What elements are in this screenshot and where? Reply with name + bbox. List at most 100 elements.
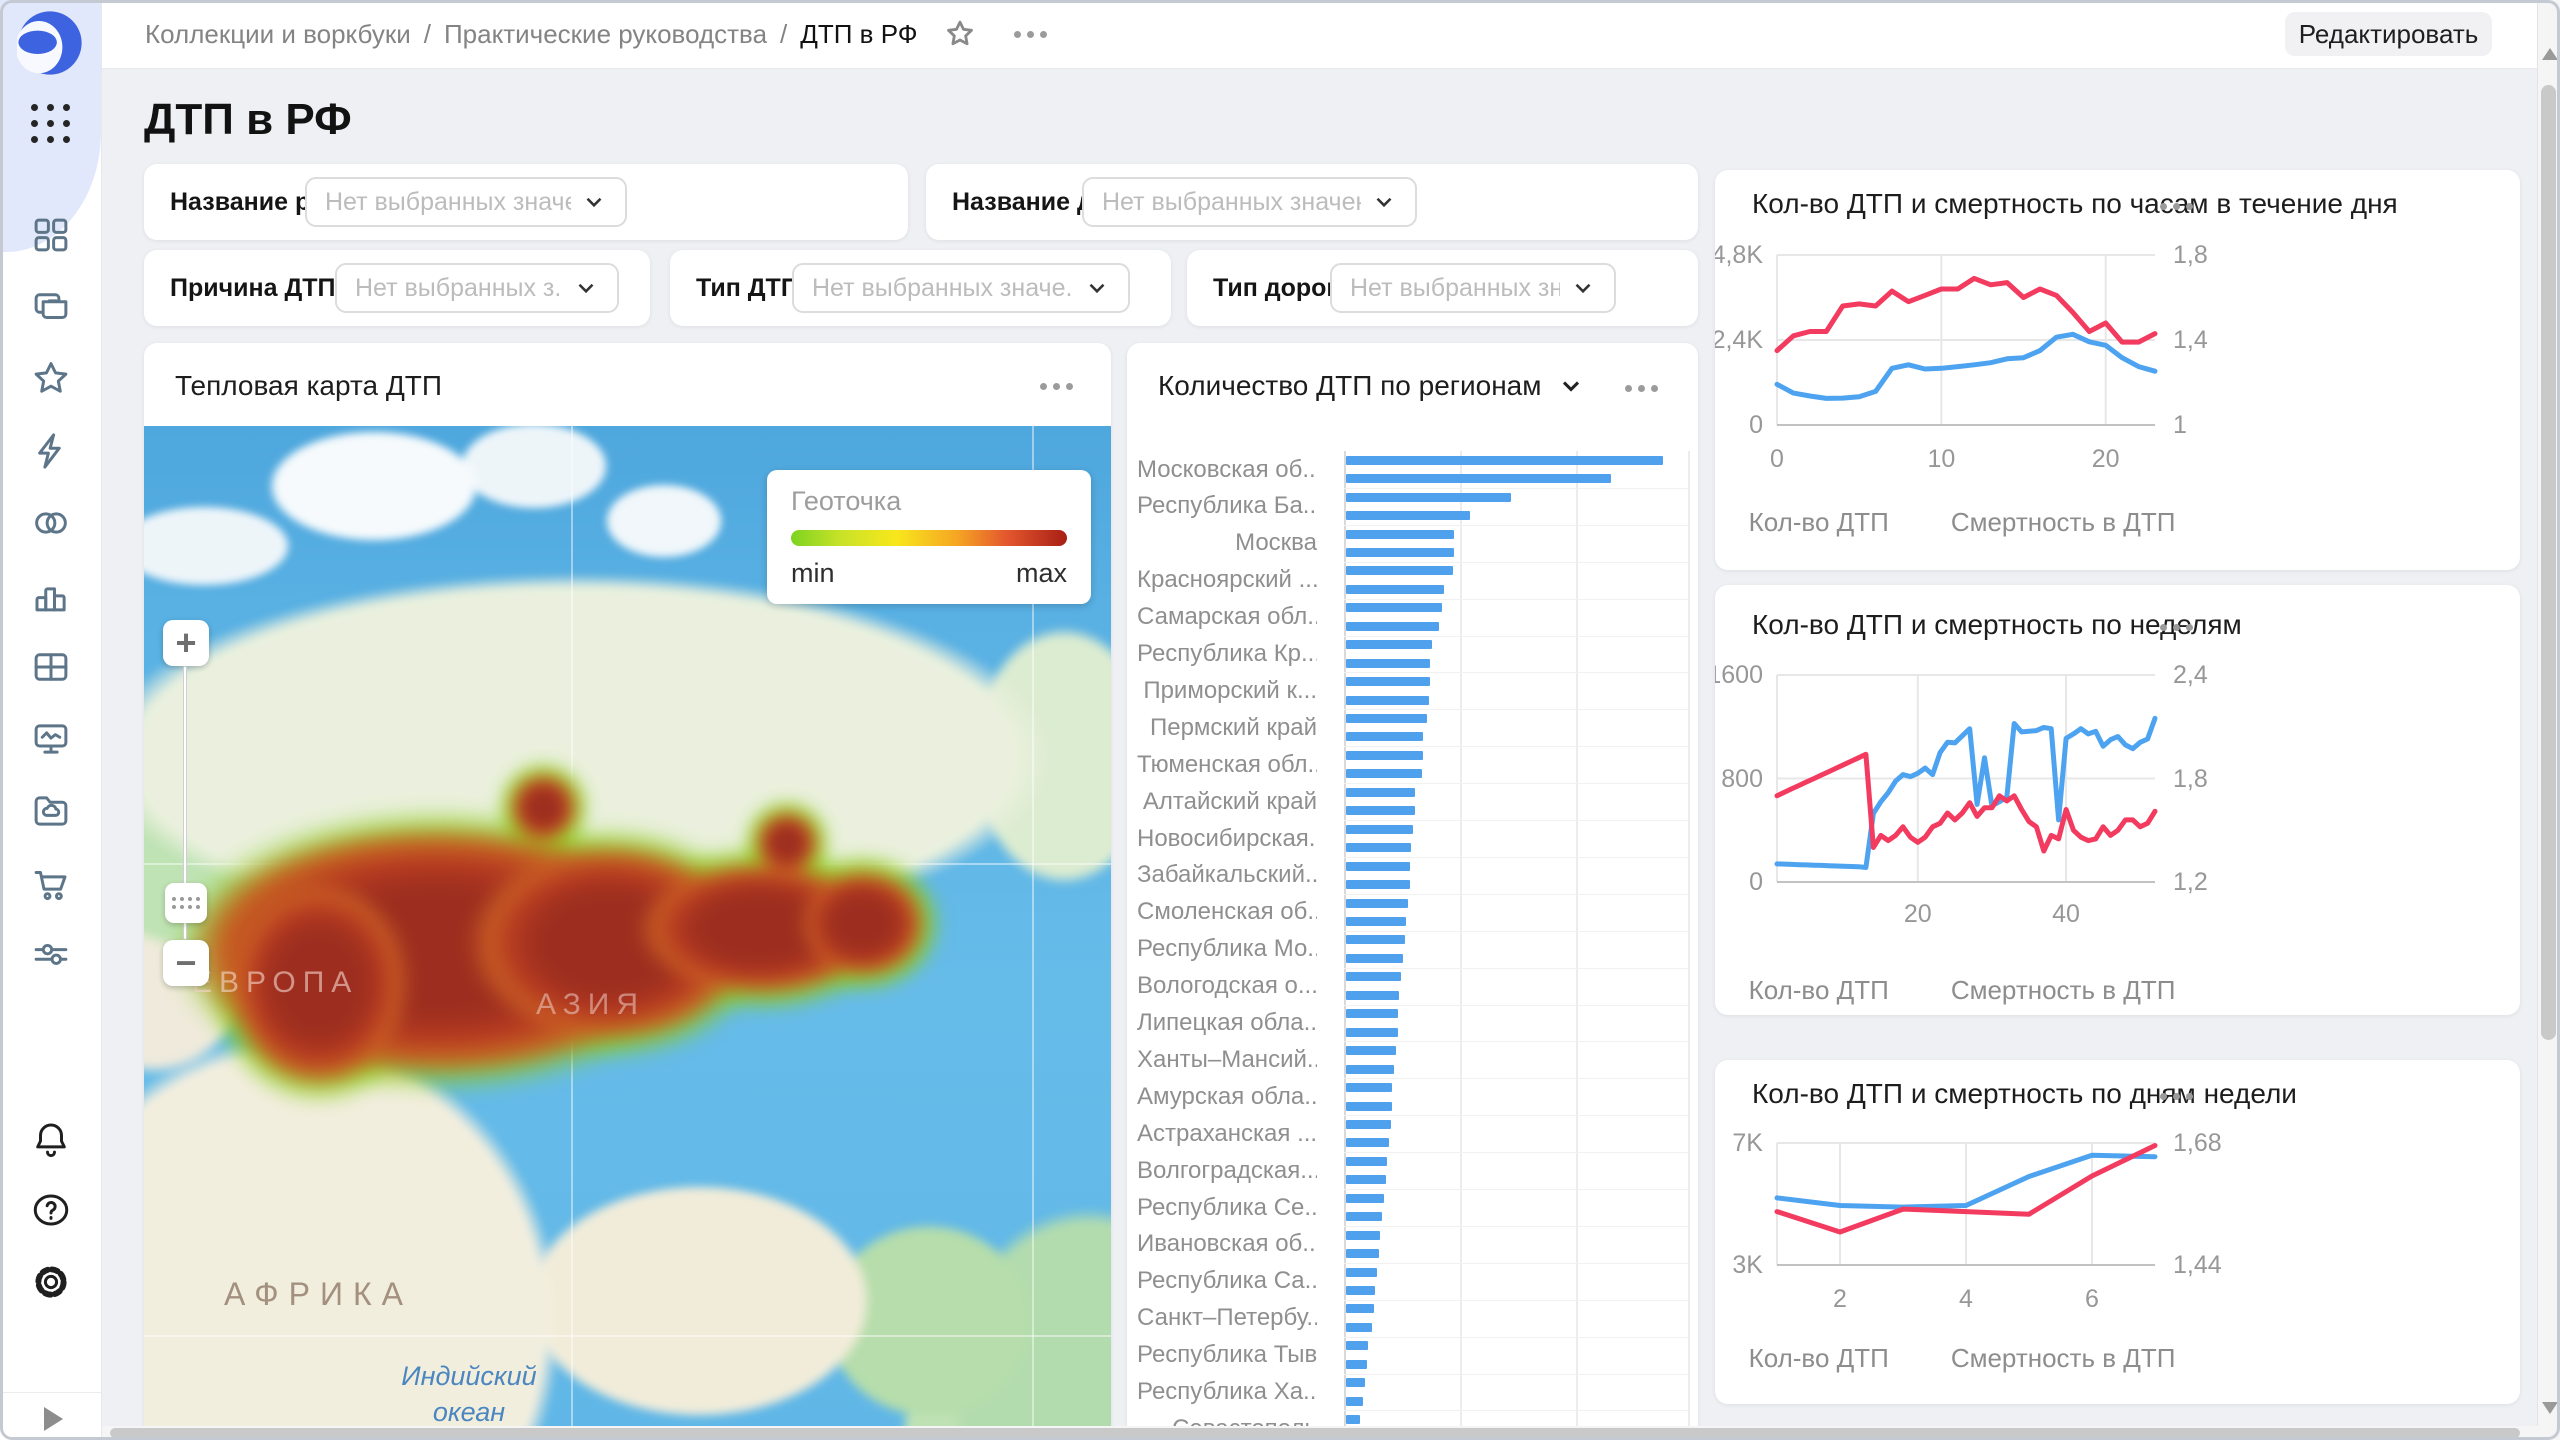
bar[interactable] <box>1346 861 1410 871</box>
bar[interactable] <box>1346 603 1443 613</box>
datasets-circles-icon[interactable] <box>29 501 73 545</box>
bar[interactable] <box>1346 787 1415 797</box>
favorite-star-icon[interactable] <box>943 17 977 51</box>
breadcrumb-more-icon[interactable] <box>1013 30 1047 38</box>
bar[interactable] <box>1346 824 1414 834</box>
bar[interactable] <box>1346 769 1422 779</box>
bar[interactable] <box>1346 843 1412 853</box>
map-zoom-handle[interactable] <box>165 883 207 923</box>
cart-icon[interactable] <box>29 861 73 905</box>
bar[interactable] <box>1346 658 1431 668</box>
bar[interactable] <box>1346 972 1401 982</box>
bar[interactable] <box>1346 1359 1367 1369</box>
table-icon[interactable] <box>29 645 73 689</box>
bar[interactable] <box>1346 695 1429 705</box>
legend-label[interactable]: Кол-во ДТП <box>1748 507 1889 537</box>
bar[interactable] <box>1346 640 1432 650</box>
bar[interactable] <box>1346 566 1453 576</box>
vertical-scrollbar[interactable] <box>2537 0 2560 1440</box>
map-zoom-out-button[interactable]: − <box>163 940 209 986</box>
bar[interactable] <box>1346 1101 1393 1111</box>
horizontal-scrollbar[interactable] <box>102 1426 2538 1440</box>
bar[interactable] <box>1346 1322 1372 1332</box>
bar[interactable] <box>1346 1027 1398 1037</box>
bar[interactable] <box>1346 474 1611 484</box>
breadcrumb-guides[interactable]: Практические руководства <box>443 18 768 49</box>
horizontal-scroll-thumb[interactable] <box>110 1428 2520 1438</box>
sidebar-expand-icon[interactable] <box>44 1407 63 1431</box>
bar[interactable] <box>1346 455 1663 465</box>
bar[interactable] <box>1346 621 1439 631</box>
settings-gear-icon[interactable] <box>29 1260 73 1304</box>
bar[interactable] <box>1346 1138 1389 1148</box>
bar[interactable] <box>1346 1046 1396 1056</box>
bar[interactable] <box>1346 1396 1364 1406</box>
bar[interactable] <box>1346 584 1444 594</box>
bar[interactable] <box>1346 953 1403 963</box>
bar[interactable] <box>1346 806 1415 816</box>
map-zoom-in-button[interactable]: + <box>163 620 209 666</box>
dashboards-icon[interactable] <box>29 213 73 257</box>
folder-cloud-icon[interactable] <box>29 789 73 833</box>
chart-weekdays-more-icon[interactable] <box>2160 1093 2193 1100</box>
bar[interactable] <box>1346 1267 1377 1277</box>
bar[interactable] <box>1346 511 1470 520</box>
regions-more-icon[interactable] <box>1625 385 1658 392</box>
bar[interactable] <box>1346 1415 1360 1425</box>
legend-label[interactable]: Кол-во ДТП <box>1748 1343 1889 1373</box>
bar[interactable] <box>1346 1230 1381 1240</box>
chart-weeks-more-icon[interactable] <box>2160 624 2193 631</box>
filter-region-select[interactable]: Нет выбранных значений <box>305 177 627 227</box>
legend-label[interactable]: Смертность в ДТП <box>1950 975 2176 1005</box>
legend-label[interactable]: Кол-во ДТП <box>1748 975 1889 1005</box>
edit-button[interactable]: Редактировать <box>2285 12 2492 56</box>
bar[interactable] <box>1346 1304 1374 1314</box>
bar[interactable] <box>1346 529 1455 539</box>
breadcrumb-collections[interactable]: Коллекции и воркбуки <box>145 18 411 49</box>
filter-cause-select[interactable]: Нет выбранных з... <box>335 263 619 313</box>
bar[interactable] <box>1346 935 1405 945</box>
filter-road-select[interactable]: Нет выбранных значений <box>1082 177 1417 227</box>
favorites-star-icon[interactable] <box>29 357 73 401</box>
legend-label[interactable]: Смертность в ДТП <box>1950 1343 2176 1373</box>
help-icon[interactable] <box>29 1188 73 1232</box>
map-zoom-track[interactable] <box>183 666 187 940</box>
bar[interactable] <box>1346 1341 1369 1351</box>
bar[interactable] <box>1346 677 1431 687</box>
heatmap-more-icon[interactable] <box>1040 383 1073 390</box>
legend-label[interactable]: Смертность в ДТП <box>1950 507 2176 537</box>
bar[interactable] <box>1346 732 1424 742</box>
regions-sort-chevron-icon[interactable] <box>1557 372 1585 400</box>
collections-icon[interactable] <box>29 285 73 329</box>
bar[interactable] <box>1346 880 1410 889</box>
bar[interactable] <box>1346 990 1400 1000</box>
bar[interactable] <box>1346 750 1424 760</box>
bar[interactable] <box>1346 1249 1379 1259</box>
bar[interactable] <box>1346 714 1427 723</box>
bar[interactable] <box>1346 547 1455 557</box>
bar[interactable] <box>1346 917 1407 926</box>
scroll-down-icon[interactable] <box>2542 1402 2558 1414</box>
bar[interactable] <box>1346 1286 1376 1295</box>
notifications-bell-icon[interactable] <box>29 1117 73 1161</box>
filter-road-type-select[interactable]: Нет выбранных зна... <box>1330 263 1616 313</box>
scroll-up-icon[interactable] <box>2542 48 2558 60</box>
bar[interactable] <box>1346 1083 1393 1092</box>
monitor-pulse-icon[interactable] <box>29 717 73 761</box>
chart-hours-more-icon[interactable] <box>2160 203 2193 210</box>
bar[interactable] <box>1346 492 1512 502</box>
bar[interactable] <box>1346 1175 1386 1185</box>
lightning-icon[interactable] <box>29 429 73 473</box>
apps-grid-icon[interactable] <box>31 104 70 143</box>
bar[interactable] <box>1346 1119 1391 1129</box>
bar[interactable] <box>1346 1212 1383 1222</box>
filter-accident-type-select[interactable]: Нет выбранных значе... <box>792 263 1130 313</box>
vertical-scroll-thumb[interactable] <box>2541 85 2556 1040</box>
bar[interactable] <box>1346 898 1408 908</box>
bar[interactable] <box>1346 1064 1395 1074</box>
charts-icon[interactable] <box>29 573 73 617</box>
datalens-logo-icon[interactable] <box>15 10 83 76</box>
heatmap-map[interactable]: ЕВРОПА АЗИЯ АФРИКА Индийский океан Геото… <box>144 426 1111 1440</box>
bar[interactable] <box>1346 1378 1365 1388</box>
bar[interactable] <box>1346 1156 1388 1166</box>
